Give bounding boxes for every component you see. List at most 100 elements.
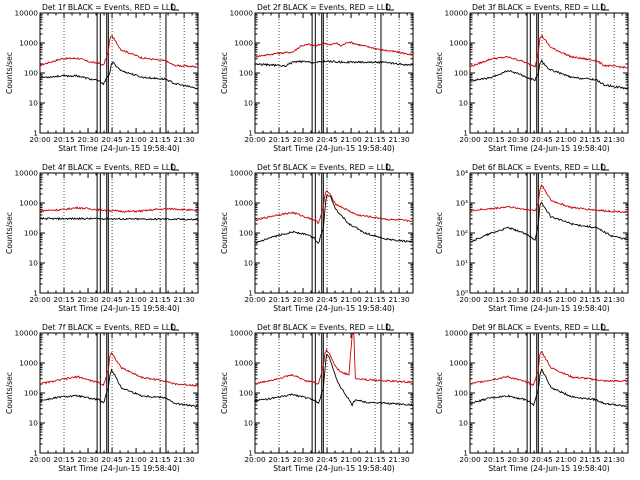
x-tick-label: 20:15 [268, 455, 290, 464]
panel-5: 1 10 100 1000 10000 20:00 20:15 20:30 20:45 21:00… [220, 163, 414, 313]
lld-series-line [254, 331, 414, 385]
x-tick-label: 21:30 [173, 455, 195, 464]
x-tick-label: 21:15 [364, 135, 386, 144]
x-tick-label: 20:15 [268, 135, 290, 144]
x-tick-label: 20:00 [29, 295, 51, 304]
y-axis-label: Counts/sec [5, 52, 14, 94]
y-tick-label: 100 [24, 229, 38, 238]
legend-glyph [601, 163, 609, 171]
x-tick-label: 20:00 [459, 455, 481, 464]
x-axis-label: Start Time (24-Jun-15 19:58:40) [488, 304, 610, 313]
panel-title: Det 8f BLACK = Events, RED = LLD [257, 323, 391, 332]
y-tick-label: 10000 [14, 169, 38, 178]
x-axis-label: Start Time (24-Jun-15 19:58:40) [58, 304, 180, 313]
x-tick-label: 21:15 [364, 295, 386, 304]
panel-7: 1 10 100 1000 10000 20:00 20:15 20:30 20:45 21:00… [5, 323, 199, 473]
x-axis-label: Start Time (24-Jun-15 19:58:40) [273, 304, 395, 313]
x-tick-label: 20:00 [244, 295, 266, 304]
x-tick-label: 20:45 [531, 295, 553, 304]
legend-glyph [601, 323, 609, 331]
x-tick-label: 20:15 [53, 295, 75, 304]
x-tick-label: 21:30 [388, 455, 410, 464]
panel-6: 10⁰ 10¹ 10² 10³ 10⁴ 20:00 20:15 20:30 20:45 21:00… [435, 163, 629, 313]
x-tick-label: 21:30 [603, 135, 625, 144]
x-tick-label: 20:45 [101, 455, 123, 464]
events-series-line [469, 59, 629, 90]
x-tick-label: 21:15 [149, 135, 171, 144]
x-tick-label: 21:00 [125, 455, 147, 464]
panel-4: 1 10 100 1000 10000 20:00 20:15 20:30 20:45 21:00… [5, 163, 199, 313]
lld-series-line [469, 184, 629, 214]
lld-series-line [254, 190, 414, 224]
y-tick-label: 10000 [229, 9, 253, 18]
x-tick-label: 21:00 [125, 295, 147, 304]
x-tick-label: 21:15 [579, 455, 601, 464]
x-tick-label: 20:30 [292, 135, 314, 144]
x-tick-label: 21:30 [603, 455, 625, 464]
legend-glyph [171, 323, 179, 331]
panel-3: 1 10 100 1000 10000 20:00 20:15 20:30 20:45 21:00… [435, 3, 629, 153]
x-tick-label: 21:00 [125, 135, 147, 144]
y-tick-label: 1 [33, 289, 38, 298]
x-tick-label: 21:00 [340, 455, 362, 464]
x-tick-label: 21:15 [149, 295, 171, 304]
y-tick-label: 10000 [444, 9, 468, 18]
x-tick-label: 21:30 [173, 295, 195, 304]
y-tick-label: 1 [463, 129, 468, 138]
y-tick-label: 1 [33, 129, 38, 138]
y-tick-label: 1000 [449, 39, 468, 48]
x-tick-label: 20:30 [77, 455, 99, 464]
y-tick-label: 10000 [444, 329, 468, 338]
y-tick-label: 10² [456, 229, 468, 238]
legend-glyph [171, 163, 179, 171]
y-tick-label: 1 [33, 449, 38, 458]
y-tick-label: 10 [244, 99, 254, 108]
panel-1: 1 10 100 1000 10000 20:00 20:15 20:30 20:45 21:00… [5, 3, 199, 153]
x-tick-label: 20:30 [507, 455, 529, 464]
x-tick-label: 20:15 [483, 135, 505, 144]
x-tick-label: 20:15 [53, 455, 75, 464]
y-tick-label: 10 [459, 419, 469, 428]
x-tick-label: 20:45 [531, 455, 553, 464]
x-tick-label: 21:30 [388, 295, 410, 304]
y-tick-label: 1000 [19, 39, 38, 48]
y-tick-label: 10000 [14, 329, 38, 338]
events-series-line [39, 61, 199, 90]
x-axis-label: Start Time (24-Jun-15 19:58:40) [273, 464, 395, 473]
y-tick-label: 10000 [229, 169, 253, 178]
x-tick-label: 20:30 [77, 135, 99, 144]
y-tick-label: 10¹ [456, 259, 468, 268]
panel-title: Det 6f BLACK = Events, RED = LLD [472, 163, 606, 172]
x-tick-label: 20:15 [53, 135, 75, 144]
legend-glyph [386, 323, 394, 331]
events-series-line [254, 59, 414, 68]
x-axis-label: Start Time (24-Jun-15 19:58:40) [488, 464, 610, 473]
y-tick-label: 1000 [19, 359, 38, 368]
x-tick-label: 21:00 [555, 295, 577, 304]
x-tick-label: 20:00 [244, 455, 266, 464]
lld-series-line [39, 206, 199, 213]
panel-2: 1 10 100 1000 10000 20:00 20:15 20:30 20:45 21:00… [220, 3, 414, 153]
y-axis-label: Counts/sec [220, 52, 229, 94]
x-tick-label: 20:15 [268, 295, 290, 304]
y-axis-label: Counts/sec [220, 212, 229, 254]
x-tick-label: 21:00 [555, 135, 577, 144]
y-tick-label: 100 [24, 69, 38, 78]
y-tick-label: 10 [459, 99, 469, 108]
y-axis-label: Counts/sec [220, 372, 229, 414]
events-series-line [39, 216, 199, 221]
x-tick-label: 20:45 [316, 455, 338, 464]
x-tick-label: 21:15 [579, 135, 601, 144]
events-series-line [39, 368, 199, 408]
x-tick-label: 20:00 [244, 135, 266, 144]
x-tick-label: 20:45 [531, 135, 553, 144]
y-tick-label: 10000 [229, 329, 253, 338]
events-series-line [254, 194, 414, 245]
x-tick-label: 20:00 [29, 455, 51, 464]
y-axis-label: Counts/sec [5, 372, 14, 414]
x-tick-label: 20:30 [77, 295, 99, 304]
panel-title: Det 9f BLACK = Events, RED = LLD [472, 323, 606, 332]
x-tick-label: 21:15 [579, 295, 601, 304]
panel-title: Det 1f BLACK = Events, RED = LLD [42, 3, 176, 12]
